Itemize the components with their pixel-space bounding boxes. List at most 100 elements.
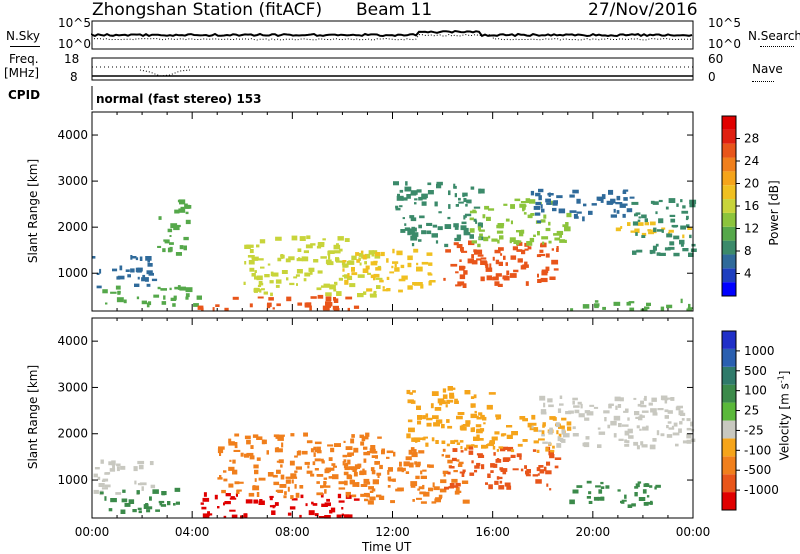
heatmap-cell	[527, 214, 533, 219]
heatmap-cell	[363, 458, 367, 463]
heatmap-cell	[250, 445, 254, 449]
heatmap-cell	[326, 498, 330, 502]
colorbar-segment	[722, 348, 736, 367]
heatmap-cell	[483, 422, 486, 425]
heatmap-cell	[459, 471, 466, 474]
heatmap-cell	[477, 222, 483, 228]
heatmap-cell	[261, 439, 265, 445]
heatmap-cell	[254, 276, 260, 280]
heatmap-cell	[513, 240, 520, 244]
heatmap-cell	[343, 440, 346, 443]
heatmap-cell	[471, 240, 477, 244]
heatmap-cell	[251, 258, 259, 261]
heatmap-cell	[342, 461, 345, 466]
heatmap-cell	[341, 507, 344, 510]
heatmap-cell	[116, 463, 121, 467]
heatmap-cell	[469, 217, 474, 221]
heatmap-cell	[411, 243, 415, 247]
heatmap-cell	[610, 214, 617, 218]
heatmap-cell	[286, 277, 289, 281]
heatmap-cell	[650, 408, 657, 413]
heatmap-cell	[304, 304, 311, 308]
heatmap-cell	[572, 400, 575, 405]
heatmap-cell	[406, 194, 411, 199]
heatmap-cell	[327, 444, 334, 447]
heatmap-cell	[368, 486, 374, 490]
heatmap-cell	[408, 427, 415, 433]
heatmap-cell	[174, 487, 181, 492]
heatmap-cell	[685, 218, 689, 221]
heatmap-cell	[403, 461, 410, 467]
heatmap-cell	[258, 477, 266, 481]
heatmap-cell	[299, 236, 306, 241]
heatmap-cell	[635, 212, 641, 215]
heatmap-cell	[503, 203, 508, 206]
heatmap-cell	[608, 403, 612, 409]
heatmap-cell	[642, 489, 647, 494]
heatmap-cell	[562, 224, 568, 228]
heatmap-cell	[276, 303, 281, 307]
heatmap-cell	[541, 236, 549, 240]
heatmap-cell	[467, 258, 474, 264]
heatmap-cell	[497, 283, 503, 287]
heatmap-cell	[333, 298, 339, 303]
heatmap-cell	[471, 444, 475, 447]
nsky-panel	[91, 20, 694, 50]
heatmap-cell	[332, 465, 337, 468]
heatmap-cell	[617, 489, 621, 492]
heatmap-cell	[446, 399, 454, 403]
heatmap-cell	[223, 470, 227, 473]
nsearch-tick-bottom: 10^0	[708, 37, 741, 51]
heatmap-cell	[335, 257, 340, 262]
colorbar-segment	[722, 129, 736, 144]
heatmap-cell	[469, 210, 477, 214]
heatmap-cell	[157, 286, 161, 290]
heatmap-cell	[636, 425, 640, 429]
heatmap-cell	[343, 471, 349, 476]
heatmap-cell	[306, 470, 313, 474]
heatmap-cell	[534, 212, 541, 216]
heatmap-cell	[460, 446, 463, 450]
heatmap-cell	[418, 450, 425, 454]
heatmap-cell	[421, 261, 429, 265]
heatmap-cell	[299, 485, 304, 489]
heatmap-cell	[371, 455, 376, 458]
heatmap-cell	[142, 274, 146, 278]
heatmap-cell	[362, 268, 369, 273]
freq-panel	[91, 57, 694, 81]
heatmap-cell	[504, 482, 511, 487]
heatmap-cell	[580, 403, 583, 409]
heatmap-cell	[105, 302, 108, 305]
heatmap-cell	[136, 490, 140, 495]
heatmap-cell	[375, 455, 378, 459]
heatmap-cell	[427, 182, 432, 186]
heatmap-cell	[572, 426, 576, 430]
heatmap-cell	[116, 466, 120, 472]
heatmap-cell	[502, 469, 507, 475]
colorbar-tick-label: 25	[744, 404, 759, 418]
heatmap-cell	[290, 476, 298, 479]
heatmap-cell	[474, 465, 480, 469]
heatmap-cell	[336, 243, 339, 246]
x-tick-label: 16:00	[475, 525, 510, 539]
heatmap-cell	[499, 480, 503, 484]
heatmap-cell	[686, 224, 690, 228]
heatmap-cell	[454, 490, 460, 495]
power-colorbar-label: Power [dB]	[767, 180, 781, 246]
heatmap-cell	[516, 241, 523, 246]
heatmap-cell	[357, 252, 364, 255]
heatmap-cell	[116, 297, 124, 303]
heatmap-cell	[470, 396, 475, 399]
heatmap-cell	[462, 499, 470, 504]
heatmap-cell	[559, 395, 563, 399]
heatmap-cell	[355, 252, 360, 256]
heatmap-cell	[510, 220, 513, 225]
heatmap-cell	[336, 291, 342, 296]
heatmap-cell	[463, 227, 469, 233]
heatmap-cell	[442, 388, 447, 393]
heatmap-cell	[546, 461, 551, 466]
heatmap-cell	[444, 401, 450, 404]
heatmap-cell	[373, 291, 376, 297]
heatmap-cell	[660, 306, 665, 312]
heatmap-cell	[378, 495, 385, 500]
